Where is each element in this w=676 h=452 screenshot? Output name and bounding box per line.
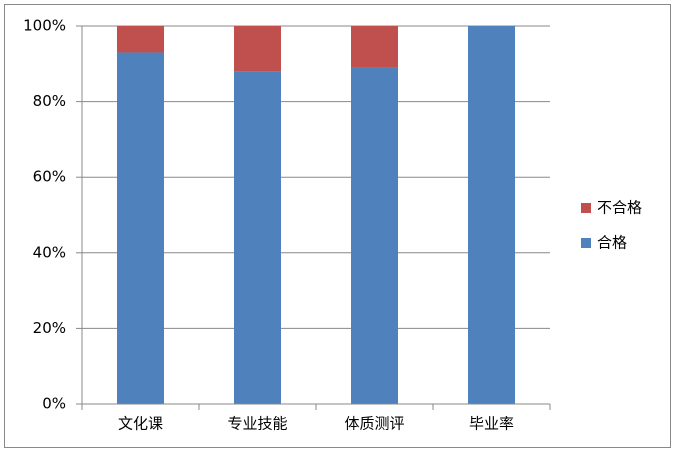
bar-segment: [351, 26, 398, 68]
x-tick-label: 文化课: [118, 415, 163, 433]
legend-swatch: [581, 238, 591, 248]
x-tick-label: 专业技能: [227, 415, 287, 433]
x-tick-label: 体质测评: [344, 415, 404, 433]
y-tick-label: 60%: [33, 168, 66, 186]
y-tick-label: 100%: [23, 17, 66, 35]
legend-swatch: [581, 203, 591, 213]
bar-segment: [351, 67, 398, 404]
x-tick-label: 毕业率: [469, 415, 514, 433]
bar-segment: [117, 52, 164, 405]
legend-label: 合格: [597, 234, 627, 252]
legend-label: 不合格: [597, 199, 642, 217]
bar-segment: [117, 26, 164, 53]
y-tick-label: 20%: [33, 319, 66, 337]
y-tick-label: 80%: [33, 92, 66, 110]
chart-border: [4, 4, 671, 448]
y-tick-label: 40%: [33, 243, 66, 261]
bar-segment: [468, 26, 515, 404]
bar-segment: [234, 71, 281, 405]
y-tick-label: 0%: [42, 395, 66, 413]
bar-segment: [234, 26, 281, 72]
